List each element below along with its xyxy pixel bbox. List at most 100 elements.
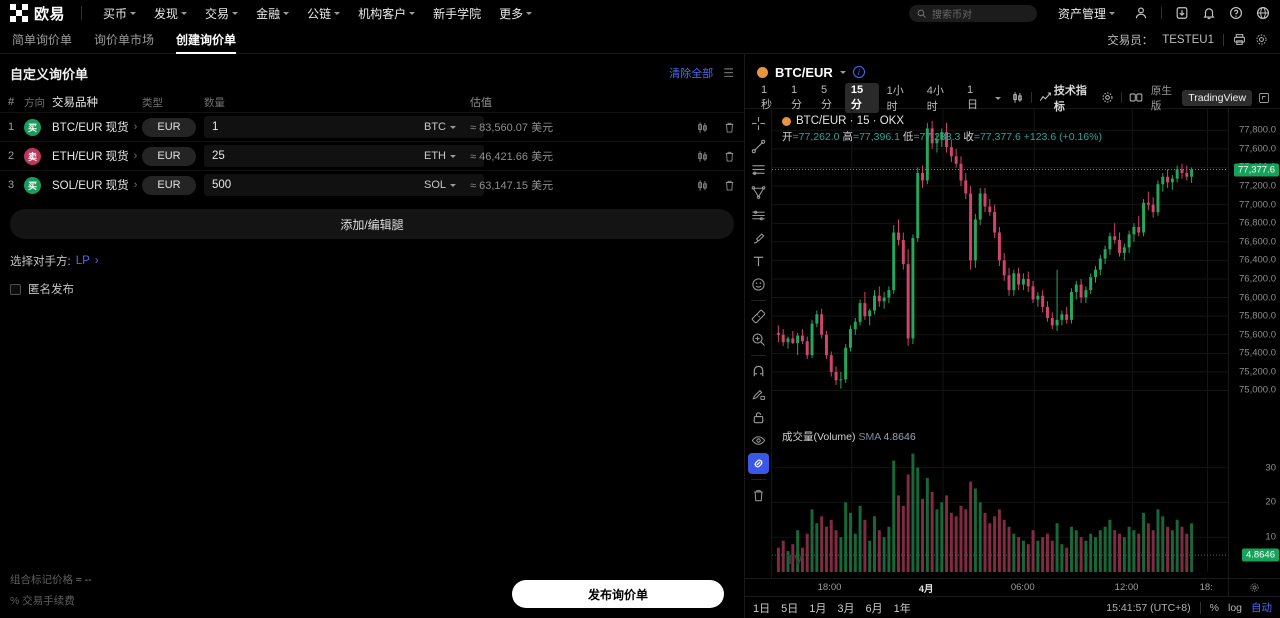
indicator-icon[interactable]: [1039, 91, 1052, 104]
range-1mo[interactable]: 1月: [809, 602, 827, 615]
timeframe-1h[interactable]: 1小时: [886, 84, 904, 113]
log-scale-button[interactable]: log: [1227, 601, 1242, 614]
indicators-label[interactable]: 技术指标: [1053, 84, 1087, 113]
time-axis[interactable]: 18:00 4月 06:00 12:00 18:: [745, 578, 1228, 596]
info-icon[interactable]: i: [852, 66, 865, 78]
chevron-down-icon[interactable]: [994, 96, 1001, 100]
download-icon[interactable]: [1175, 6, 1189, 20]
type-cell[interactable]: EUR: [142, 117, 204, 137]
page-title: 自定义询价单: [10, 66, 89, 82]
eye-icon[interactable]: [748, 430, 769, 451]
tab-create-rfq[interactable]: 创建询价单: [176, 26, 237, 54]
publish-rfq-button[interactable]: 发布询价单: [512, 580, 724, 608]
side-cell[interactable]: 卖: [24, 147, 52, 165]
anonymous-checkbox[interactable]: [10, 283, 21, 295]
range-6mo[interactable]: 6月: [865, 602, 883, 615]
timeframe-1m[interactable]: 1分: [790, 83, 802, 111]
nav-item-more[interactable]: 更多: [490, 0, 541, 26]
pencil-lock-icon[interactable]: [748, 384, 769, 405]
nav-item-buy-crypto[interactable]: 买币: [94, 0, 145, 26]
range-1d[interactable]: 1日: [753, 602, 771, 615]
text-icon[interactable]: [748, 251, 769, 272]
chevron-down-icon[interactable]: [839, 71, 846, 74]
candlestick-chart[interactable]: TV: [772, 109, 1228, 578]
tab-simple-rfq[interactable]: 简单询价单: [12, 26, 72, 54]
timeframe-1d[interactable]: 1日: [967, 83, 979, 111]
candlestick-icon[interactable]: [696, 150, 709, 163]
user-icon[interactable]: [1134, 6, 1148, 20]
range-3mo[interactable]: 3月: [837, 602, 855, 615]
delete-icon[interactable]: [723, 150, 736, 163]
mark-price-label: 组合标记价格: [10, 574, 73, 586]
bell-icon[interactable]: [1202, 6, 1216, 20]
timeframe-5m[interactable]: 5分: [820, 83, 832, 111]
timeframe-15m[interactable]: 15分: [844, 82, 879, 113]
symbol-cell[interactable]: ETH/EUR 现货 ›: [52, 148, 142, 164]
symbol-cell[interactable]: SOL/EUR 现货 ›: [52, 177, 142, 193]
fib-icon[interactable]: [748, 205, 769, 226]
gear-icon[interactable]: [1255, 33, 1268, 46]
chart-canvas-wrap[interactable]: BTC/EUR · 15 · OKX 开=77,262.0 高=77,396.1…: [772, 109, 1228, 578]
pitchfork-icon[interactable]: [748, 182, 769, 203]
side-cell[interactable]: 买: [24, 118, 52, 136]
symbol-cell[interactable]: BTC/EUR 现货 ›: [52, 119, 142, 135]
ruler-icon[interactable]: [748, 306, 769, 327]
percent-scale-button[interactable]: %: [1209, 601, 1219, 614]
candle-type-icon[interactable]: [1011, 91, 1024, 104]
brush-icon[interactable]: [748, 228, 769, 249]
nav-item-academy[interactable]: 新手学院: [424, 0, 490, 26]
quantity-input[interactable]: [204, 116, 484, 138]
counterparty-value[interactable]: LP: [75, 255, 90, 267]
trend-line-icon[interactable]: [748, 136, 769, 157]
delete-icon[interactable]: [723, 179, 736, 192]
candlestick-icon[interactable]: [696, 121, 709, 134]
timeframe-4h[interactable]: 4小时: [926, 84, 944, 113]
okx-logo[interactable]: 欧易: [10, 3, 65, 24]
nav-item-asset-management[interactable]: 资产管理: [1049, 0, 1124, 26]
candlestick-icon[interactable]: [696, 179, 709, 192]
emoji-icon[interactable]: [748, 274, 769, 295]
timeframe-1s[interactable]: 1秒: [761, 83, 772, 111]
type-cell[interactable]: EUR: [142, 175, 204, 195]
nav-item-institutional[interactable]: 机构客户: [349, 0, 424, 26]
nav-item-trade[interactable]: 交易: [196, 0, 247, 26]
crosshair-icon[interactable]: [748, 113, 769, 134]
add-edit-leg-button[interactable]: 添加/编辑腿: [10, 209, 734, 239]
clear-all-button[interactable]: 清除全部: [669, 68, 714, 80]
unit-selector[interactable]: BTC: [424, 121, 456, 133]
horizontal-lines-icon[interactable]: [748, 159, 769, 180]
nav-item-chain[interactable]: 公链: [298, 0, 349, 26]
nav-item-discover[interactable]: 发现: [145, 0, 196, 26]
lock-icon[interactable]: [748, 407, 769, 428]
auto-scale-button[interactable]: 自动: [1251, 602, 1272, 614]
fullscreen-icon[interactable]: [1258, 92, 1270, 104]
version-tradingview[interactable]: TradingView: [1182, 89, 1253, 106]
unit-selector[interactable]: ETH: [424, 150, 456, 162]
panel-menu-icon[interactable]: ☰: [723, 66, 734, 80]
version-native[interactable]: 原生版: [1150, 84, 1172, 112]
quantity-input[interactable]: [204, 174, 484, 196]
delete-icon[interactable]: [723, 121, 736, 134]
magnet-icon[interactable]: [748, 361, 769, 382]
price-axis[interactable]: 77,800.077,600.077,400.077,200.077,000.0…: [1228, 109, 1280, 578]
range-5d[interactable]: 5日: [781, 602, 799, 615]
printer-icon[interactable]: [1233, 33, 1246, 46]
link-icon[interactable]: [747, 453, 769, 474]
quantity-input[interactable]: [204, 145, 484, 167]
trash-icon[interactable]: [748, 485, 769, 506]
range-1y[interactable]: 1年: [893, 602, 911, 615]
layout-icon[interactable]: [1129, 91, 1143, 104]
unit-selector[interactable]: SOL: [424, 179, 456, 191]
nav-item-finance[interactable]: 金融: [247, 0, 298, 26]
zoom-in-icon[interactable]: [748, 329, 769, 350]
axis-settings-icon[interactable]: [1228, 578, 1280, 596]
help-icon[interactable]: [1229, 6, 1243, 20]
time-axis-tick: 12:00: [1114, 582, 1139, 593]
chart-settings-gear-icon[interactable]: [1101, 91, 1114, 104]
globe-icon[interactable]: [1256, 6, 1270, 20]
tab-rfq-market[interactable]: 询价单市场: [94, 26, 154, 54]
search-input[interactable]: 搜索币对: [908, 4, 1037, 22]
type-cell[interactable]: EUR: [142, 146, 204, 166]
chevron-right-icon[interactable]: ›: [94, 255, 99, 267]
side-cell[interactable]: 买: [24, 176, 52, 194]
